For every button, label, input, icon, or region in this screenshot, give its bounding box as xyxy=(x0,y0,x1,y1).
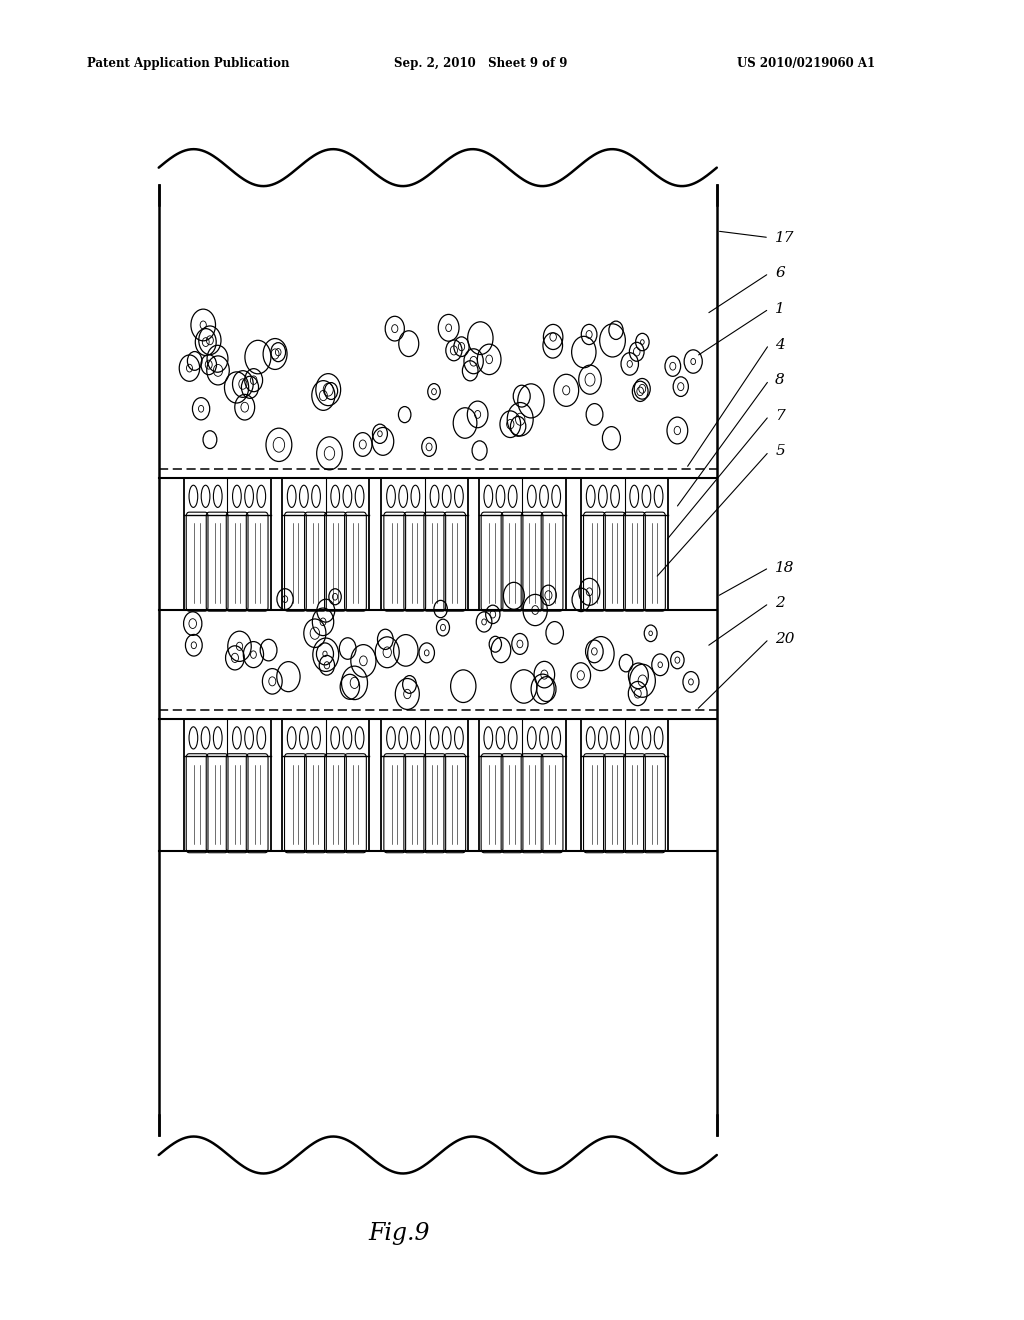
Text: 18: 18 xyxy=(775,561,795,574)
Text: 6: 6 xyxy=(775,267,785,280)
Text: Fig.9: Fig.9 xyxy=(369,1222,430,1245)
Text: 2: 2 xyxy=(775,597,785,610)
Text: 1: 1 xyxy=(775,302,785,315)
Text: Patent Application Publication: Patent Application Publication xyxy=(87,57,290,70)
Text: Sep. 2, 2010   Sheet 9 of 9: Sep. 2, 2010 Sheet 9 of 9 xyxy=(394,57,567,70)
Text: 5: 5 xyxy=(775,445,785,458)
Text: 7: 7 xyxy=(775,409,785,422)
Text: 20: 20 xyxy=(775,632,795,645)
Text: 17: 17 xyxy=(775,231,795,244)
Text: US 2010/0219060 A1: US 2010/0219060 A1 xyxy=(737,57,876,70)
Text: 8: 8 xyxy=(775,374,785,387)
Text: 4: 4 xyxy=(775,338,785,351)
